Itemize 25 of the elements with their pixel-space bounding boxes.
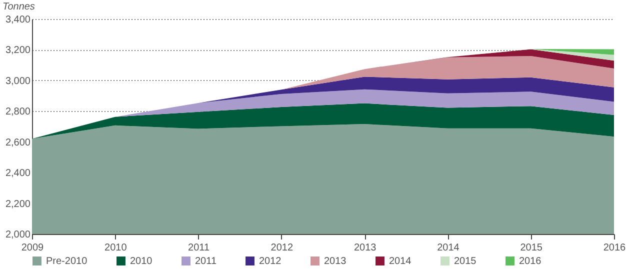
x-tick-label: 2010 bbox=[104, 242, 128, 254]
x-tick-label: 2016 bbox=[603, 242, 626, 254]
y-tick-label: 3,000 bbox=[5, 76, 31, 87]
x-tick-label: 2014 bbox=[437, 242, 460, 254]
y-tick-label: 2,400 bbox=[5, 168, 31, 180]
y-tick-label: 2,800 bbox=[5, 106, 31, 118]
legend-label: Pre-2010 bbox=[46, 256, 88, 267]
y-tick-label: 3,400 bbox=[5, 14, 31, 26]
y-tick-label: 3,200 bbox=[5, 45, 31, 56]
legend-label: 2010 bbox=[130, 256, 153, 267]
legend-label: 2011 bbox=[195, 256, 217, 267]
legend-label: 2016 bbox=[519, 256, 542, 267]
y-tick-label: 2,000 bbox=[5, 230, 31, 240]
legend-label: 2012 bbox=[259, 256, 282, 267]
y-axis-title: Tonnes bbox=[2, 2, 35, 12]
legend-label: 2013 bbox=[324, 256, 347, 267]
legend-label: 2014 bbox=[389, 256, 412, 267]
legend-label: 2015 bbox=[454, 256, 477, 267]
x-tick-label: 2012 bbox=[270, 242, 294, 254]
x-tick-label: 2009 bbox=[21, 242, 44, 254]
x-tick-label: 2013 bbox=[354, 242, 377, 254]
x-tick-label: 2015 bbox=[520, 242, 543, 254]
x-tick-label: 2011 bbox=[188, 242, 210, 254]
y-tick-label: 2,200 bbox=[5, 198, 31, 210]
y-tick-label: 2,600 bbox=[5, 137, 31, 148]
